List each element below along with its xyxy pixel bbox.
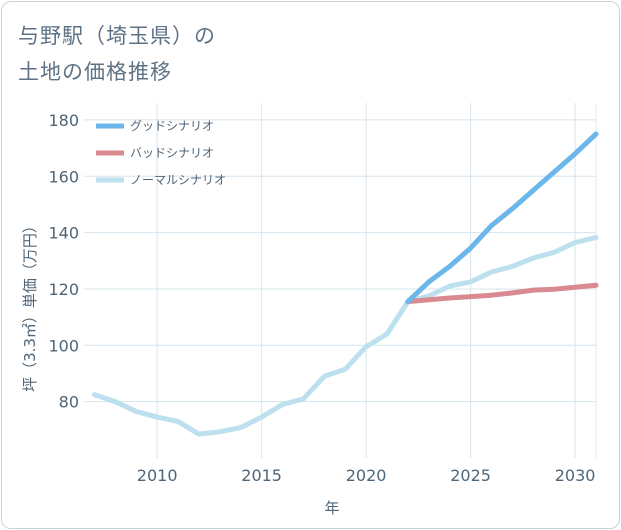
y-tick-label: 180: [48, 111, 79, 130]
y-tick-label: 120: [48, 280, 79, 299]
x-tick-label: 2015: [241, 466, 282, 485]
legend-label: グッドシナリオ: [130, 119, 214, 133]
x-tick-label: 2020: [346, 466, 387, 485]
axis-ticks: 2010 2015 2020 2025 2030 80 100 120 140 160 180: [48, 111, 595, 485]
x-tick-label: 2010: [137, 466, 178, 485]
y-tick-label: 140: [48, 224, 79, 243]
legend-label: バッドシナリオ: [130, 146, 214, 160]
x-tick-label: 2030: [555, 466, 596, 485]
y-tick-label: 80: [59, 393, 79, 412]
y-axis-label: 坪（3.3㎡）単価（万円）: [21, 218, 39, 392]
x-axis-label: 年: [324, 499, 339, 517]
y-tick-label: 100: [48, 336, 79, 355]
series-line-2: [91, 234, 599, 437]
chart-title-line1: 与野駅（埼玉県）の: [18, 24, 216, 48]
series-lines: [91, 131, 599, 437]
chart-title-line2: 土地の価格推移: [18, 60, 172, 84]
x-tick-label: 2025: [450, 466, 491, 485]
legend-label: ノーマルシナリオ: [130, 173, 226, 187]
series-line-0: [405, 131, 599, 305]
y-tick-label: 160: [48, 167, 79, 186]
series-line-1: [405, 282, 599, 305]
grid-lines: [84, 103, 597, 458]
